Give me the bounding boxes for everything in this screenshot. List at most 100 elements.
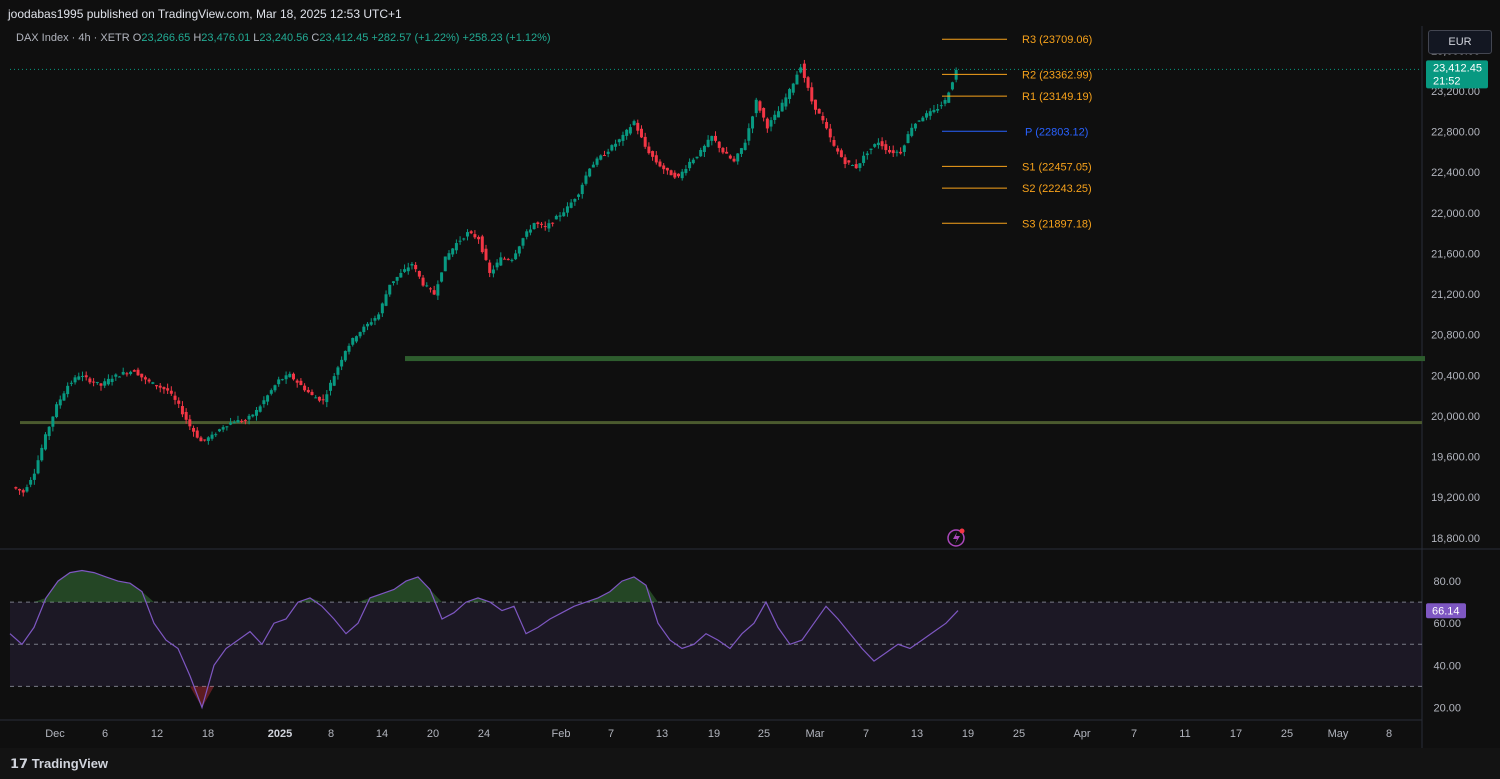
- candle-body: [773, 114, 777, 120]
- candle-body: [891, 150, 895, 154]
- candle-body: [658, 161, 662, 167]
- time-tick-label: 11: [1179, 728, 1190, 740]
- brand-name: TradingView: [31, 756, 109, 771]
- candle-body: [18, 488, 22, 491]
- ohlc-legend: DAX Index · 4h · XETR O23,266.65 H23,476…: [16, 32, 551, 44]
- candle-body: [177, 400, 181, 404]
- candle-body: [869, 148, 873, 150]
- candle-body: [43, 434, 47, 450]
- candle-body: [136, 369, 140, 376]
- candle-body: [325, 394, 329, 403]
- candle-body: [788, 89, 792, 99]
- candle-body: [699, 150, 703, 157]
- price-tick-label: 20,800.00: [1431, 330, 1480, 342]
- candle-body: [673, 172, 677, 178]
- candle-body: [32, 473, 36, 480]
- footer-bar: [0, 748, 1500, 779]
- tradingview-logo: 𝟭𝟳 TradingView: [10, 756, 108, 772]
- symbol-label[interactable]: DAX Index · 4h · XETR: [16, 32, 130, 44]
- candle-body: [873, 144, 877, 147]
- candle-body: [677, 173, 681, 177]
- rsi-value-badge: [1426, 603, 1466, 619]
- candle-body: [939, 105, 943, 107]
- candle-body: [850, 165, 854, 167]
- candle-body: [77, 376, 81, 380]
- time-tick-label: Feb: [552, 728, 571, 740]
- candle-body: [669, 170, 673, 176]
- support-level-line: [405, 356, 1425, 362]
- candle-body: [243, 420, 247, 422]
- candle-body: [103, 381, 107, 386]
- time-tick-label: 7: [608, 728, 614, 740]
- candle-body: [73, 377, 77, 383]
- candle-body: [262, 400, 266, 405]
- candle-body: [321, 399, 325, 401]
- time-tick-label: 20: [427, 728, 439, 740]
- candle-body: [195, 430, 199, 438]
- candle-body: [562, 212, 566, 217]
- candle-body: [910, 127, 914, 136]
- pivot-label: S3 (21897.18): [1022, 218, 1092, 230]
- candle-body: [947, 92, 951, 103]
- candle-body: [366, 323, 370, 327]
- candle-body: [554, 215, 558, 220]
- candle-body: [936, 108, 940, 111]
- candle-body: [925, 113, 929, 118]
- candle-body: [25, 487, 29, 492]
- price-tick-label: 21,200.00: [1431, 289, 1480, 301]
- candle-body: [151, 382, 155, 384]
- candle-body: [247, 415, 251, 420]
- candle-body: [950, 82, 954, 90]
- lightning-icon[interactable]: [947, 529, 965, 547]
- candle-body: [906, 134, 910, 144]
- candle-body: [106, 378, 110, 385]
- pivot-label: R3 (23709.06): [1022, 34, 1092, 46]
- price-tick-label: 22,000.00: [1431, 208, 1480, 220]
- candle-body: [558, 215, 562, 217]
- candle-body: [632, 121, 636, 126]
- candle-body: [532, 223, 536, 230]
- candle-body: [395, 276, 399, 281]
- open-label: O: [132, 32, 142, 44]
- candle-body: [825, 122, 829, 129]
- rsi-overbought-fill: [10, 570, 958, 603]
- candle-body: [806, 77, 810, 88]
- candle-body: [273, 385, 277, 391]
- candle-body: [347, 345, 351, 352]
- candle-body: [121, 371, 125, 375]
- candle-body: [499, 257, 503, 266]
- candle-body: [380, 303, 384, 314]
- candle-body: [169, 390, 173, 394]
- candle-body: [129, 371, 133, 375]
- candle-body: [447, 253, 451, 260]
- candle-body: [610, 145, 614, 151]
- candle-body: [902, 145, 906, 152]
- currency-button[interactable]: EUR: [1428, 30, 1492, 54]
- candle-body: [217, 429, 221, 432]
- candle-body: [51, 416, 55, 427]
- lightning-bolt: [953, 532, 960, 544]
- candle-body: [691, 159, 695, 164]
- candle-body: [817, 108, 821, 114]
- candle-body: [225, 426, 229, 428]
- candle-body: [80, 375, 84, 377]
- price-tick-label: 20,000.00: [1431, 411, 1480, 423]
- candle-body: [469, 231, 473, 234]
- candle-body: [266, 395, 270, 402]
- candle-body: [821, 115, 825, 121]
- candle-body: [528, 229, 532, 233]
- candle-body: [591, 164, 595, 168]
- candle-body: [162, 387, 166, 390]
- candle-body: [29, 479, 33, 485]
- candle-body: [240, 420, 244, 422]
- candle-body: [928, 111, 932, 116]
- candle-body: [565, 206, 569, 213]
- candle-body: [428, 288, 432, 290]
- candle-body: [99, 383, 103, 386]
- candle-body: [617, 139, 621, 143]
- price-tick-label: 21,600.00: [1431, 248, 1480, 260]
- candle-body: [443, 256, 447, 272]
- candle-body: [862, 155, 866, 163]
- candle-body: [417, 271, 421, 277]
